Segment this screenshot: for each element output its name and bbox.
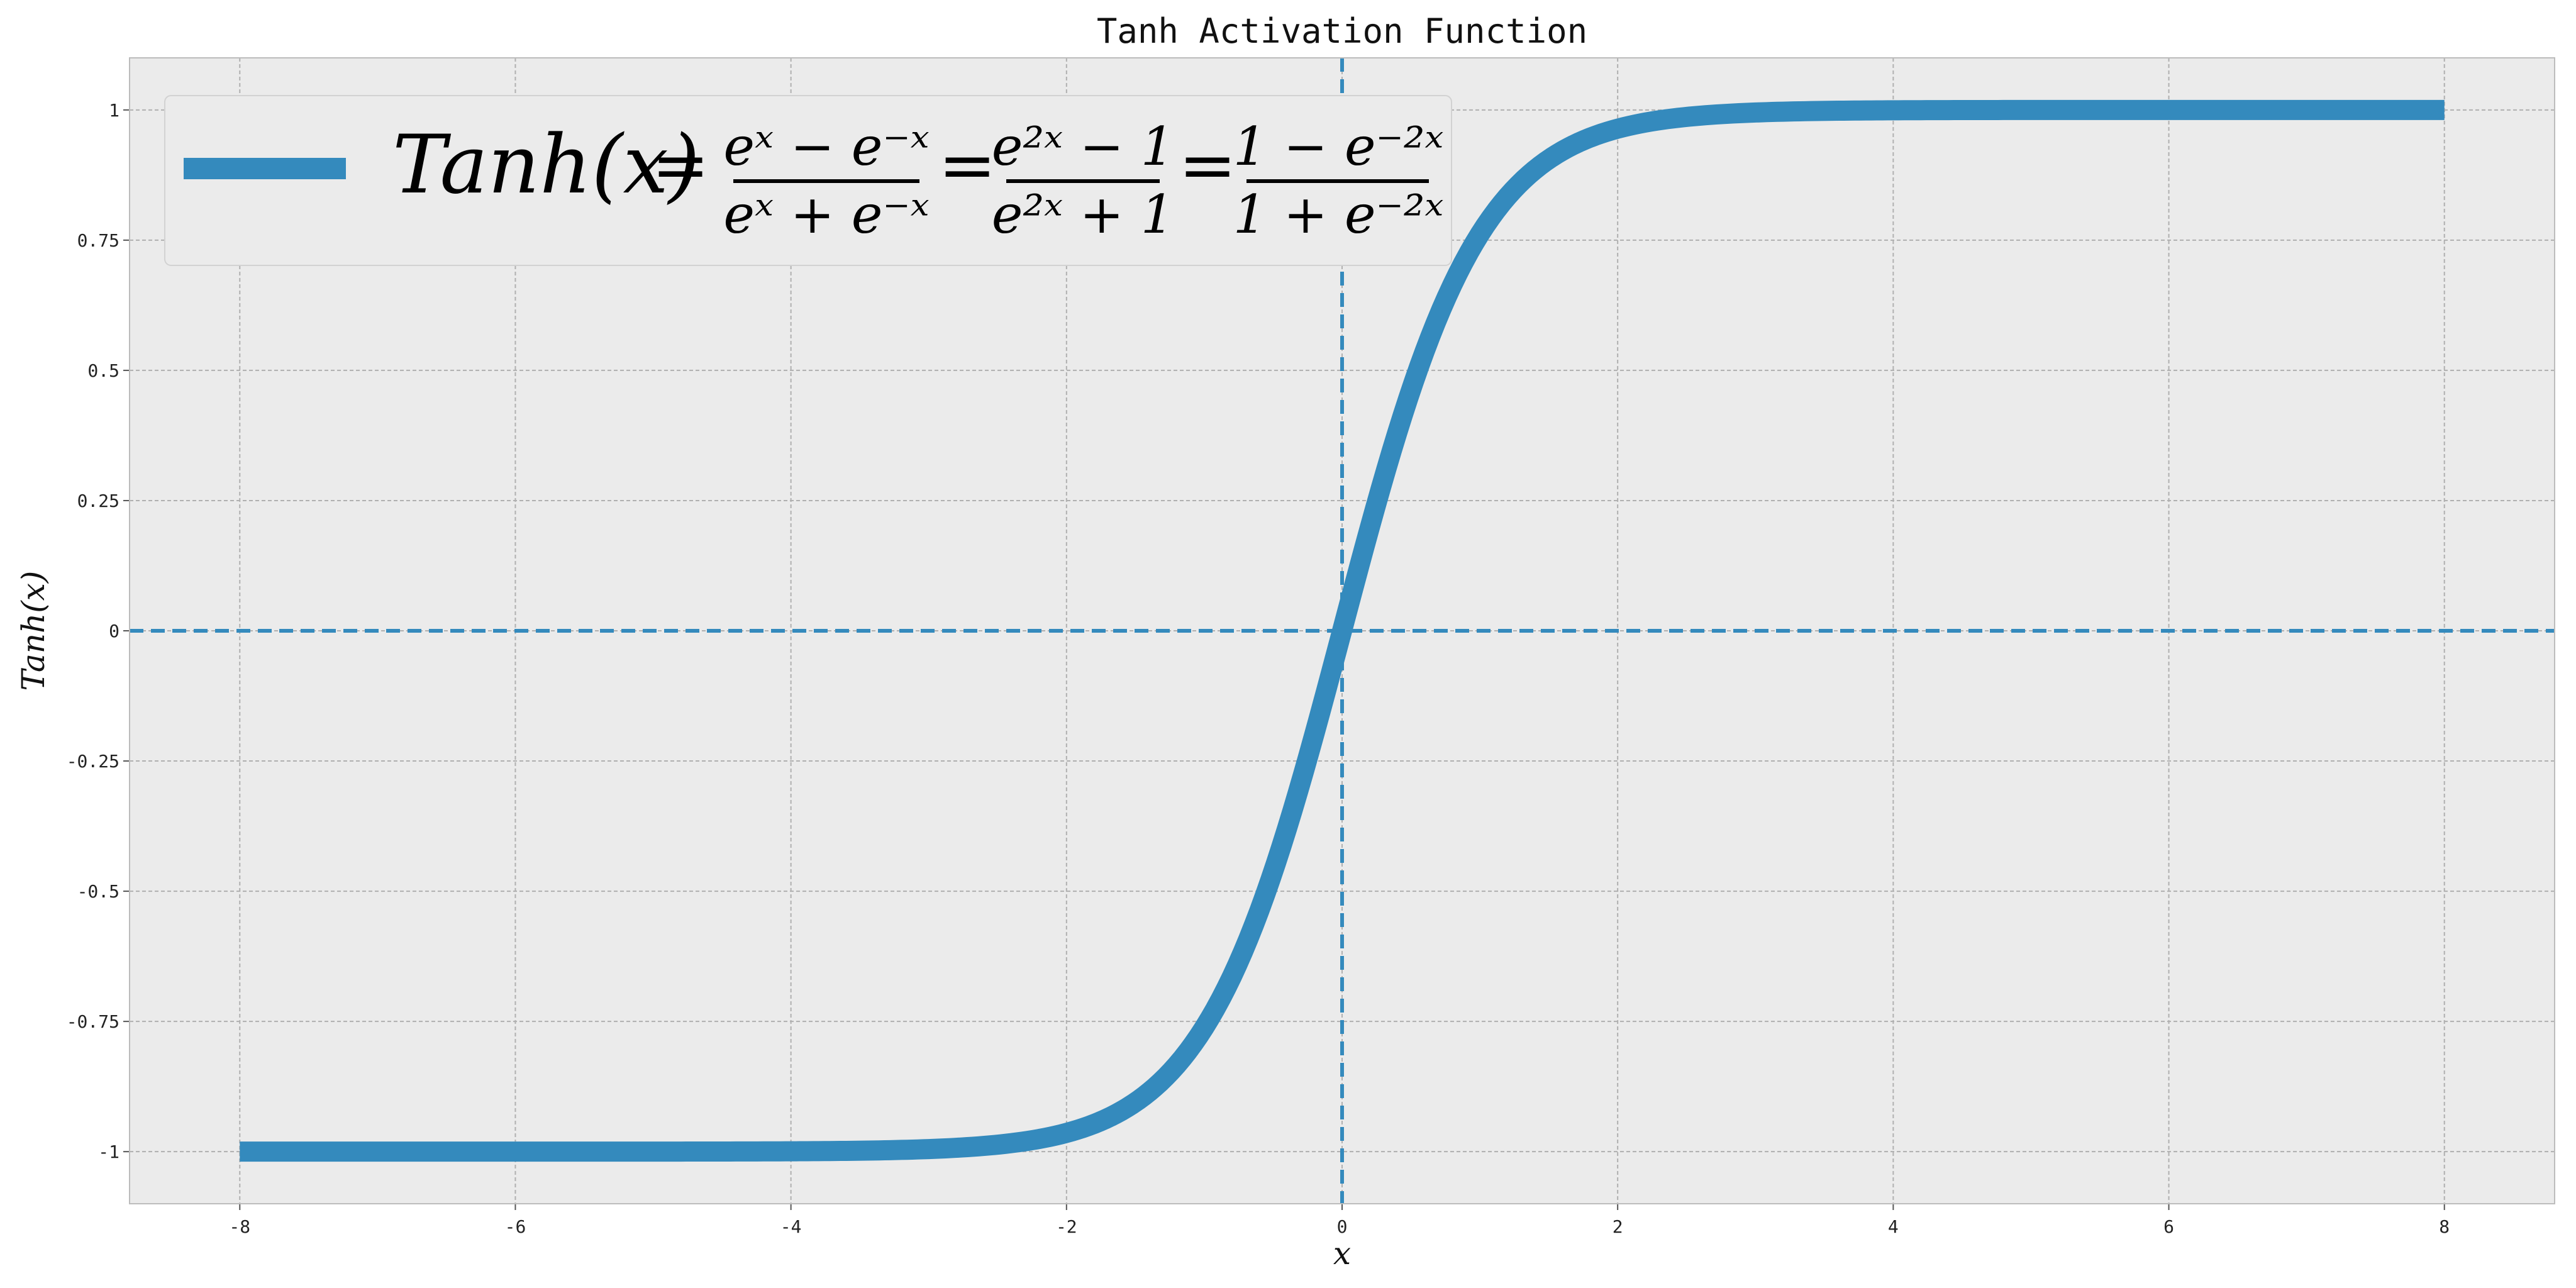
x-tick-label: -6 bbox=[505, 1216, 526, 1237]
y-tick-label: -0.75 bbox=[67, 1011, 119, 1032]
y-tick-label: 0.25 bbox=[77, 491, 119, 511]
legend-equals-1: = bbox=[652, 125, 709, 205]
reference-lines bbox=[130, 58, 2555, 1204]
y-tick-label: 1 bbox=[109, 100, 119, 121]
y-axis-label: Tanh(x) bbox=[15, 571, 52, 691]
x-tick-label: 6 bbox=[2163, 1216, 2174, 1237]
legend-frac1-den: eˣ + e⁻ˣ bbox=[723, 184, 929, 245]
ticks: -8 -6 -4 -2 0 2 4 6 8 -1 -0.75 -0.5 -0.25 0 0.25 0.5 0.7… bbox=[67, 100, 2450, 1237]
y-tick-label: -0.5 bbox=[77, 881, 119, 902]
series bbox=[235, 99, 2449, 1162]
x-tick-label: 8 bbox=[2439, 1216, 2450, 1237]
legend-frac3-den: 1 + e⁻²ˣ bbox=[1233, 184, 1444, 245]
legend-frac3-num: 1 − e⁻²ˣ bbox=[1233, 116, 1444, 177]
legend-equals-2: = bbox=[938, 125, 996, 205]
legend-frac1-num: eˣ − e⁻ˣ bbox=[723, 116, 929, 177]
y-tick-label: 0.75 bbox=[77, 230, 119, 251]
chart-title: Tanh Activation Function bbox=[1097, 11, 1587, 51]
x-tick-label: 4 bbox=[1888, 1216, 1899, 1237]
plot-border bbox=[129, 57, 2555, 1204]
legend-equals-3: = bbox=[1179, 125, 1236, 205]
x-tick-label: -4 bbox=[780, 1216, 802, 1237]
x-tick-label: 0 bbox=[1337, 1216, 1348, 1237]
x-tick-label: 2 bbox=[1613, 1216, 1623, 1237]
y-tick-label: -0.25 bbox=[67, 751, 119, 772]
x-tick-label: -8 bbox=[229, 1216, 250, 1237]
legend: Tanh(x) = eˣ − e⁻ˣ eˣ + e⁻ˣ = e²ˣ − 1 e²… bbox=[164, 95, 1452, 266]
y-tick-label: -1 bbox=[98, 1141, 119, 1162]
legend-frac2-den: e²ˣ + 1 bbox=[992, 184, 1174, 245]
y-tick-label: 0 bbox=[109, 621, 119, 641]
tanh-series-line bbox=[235, 99, 2449, 1162]
x-axis-label: x bbox=[1333, 1235, 1351, 1272]
legend-lhs: Tanh(x) bbox=[392, 118, 700, 212]
legend-frac2-num: e²ˣ − 1 bbox=[992, 116, 1174, 177]
x-tick-label: -2 bbox=[1056, 1216, 1077, 1237]
y-tick-label: 0.5 bbox=[87, 360, 119, 381]
